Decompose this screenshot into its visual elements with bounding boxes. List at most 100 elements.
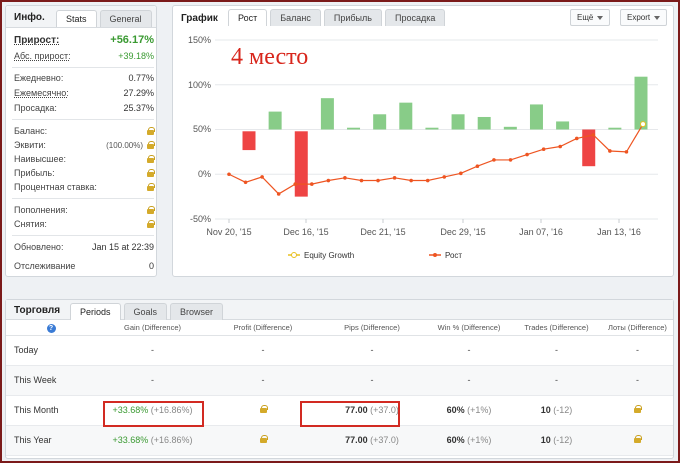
chart-legend: Equity Growth Рост — [288, 251, 462, 260]
growth-line-series — [227, 121, 646, 196]
pips-cell: - — [317, 365, 427, 396]
bar — [608, 127, 622, 130]
column-header[interactable]: Лоты (Difference) — [602, 321, 673, 336]
gain-value: +33.68% — [112, 405, 149, 415]
abs-gain-label[interactable]: Абс. прирост: — [14, 51, 71, 61]
x-tick-label: Nov 20, '15 — [206, 227, 251, 237]
x-tick-label: Jan 13, '16 — [597, 227, 641, 237]
bar — [556, 121, 570, 130]
growth-point — [608, 149, 612, 153]
monthly-label[interactable]: Ежемесячно: — [14, 88, 69, 98]
column-header[interactable]: Gain (Difference) — [96, 321, 209, 336]
tab-balance[interactable]: Баланс — [270, 9, 321, 26]
growth-point — [227, 172, 231, 177]
x-tick-label: Jan 07, '16 — [519, 227, 563, 237]
daily-label: Ежедневно: — [14, 73, 64, 83]
x-tick-label: Dec 29, '15 — [440, 227, 485, 237]
periods-table: ? Gain (Difference) Profit (Difference) … — [6, 321, 673, 456]
gain-cell: +33.68% (+16.86%) — [96, 395, 209, 426]
tab-browser[interactable]: Browser — [170, 303, 224, 320]
profit-cell: - — [209, 365, 317, 396]
bar — [294, 131, 308, 197]
legend-marker — [433, 253, 437, 257]
column-header[interactable]: Win % (Difference) — [427, 321, 511, 336]
trades-cell: 10 (-12) — [511, 425, 602, 456]
more-dropdown[interactable]: Ещё — [570, 9, 611, 26]
win-value: 60% — [446, 435, 465, 445]
profit-cell — [209, 425, 317, 456]
table-header-row: ? Gain (Difference) Profit (Difference) … — [6, 321, 673, 336]
win-cell: - — [427, 335, 511, 366]
pips-cell: 77.00 (+37.0) — [317, 395, 427, 426]
lock-icon — [147, 141, 155, 149]
column-header[interactable]: Trades (Difference) — [511, 321, 602, 336]
bar — [242, 131, 256, 151]
updated-value: Jan 15 at 22:39 — [91, 242, 154, 252]
tab-periods[interactable]: Periods — [70, 303, 121, 320]
tab-goals[interactable]: Goals — [123, 303, 168, 320]
y-axis: 150% 100% 50% 0% -50% — [188, 35, 211, 224]
bar — [529, 104, 543, 130]
win-diff: (+1%) — [467, 405, 492, 415]
help-icon[interactable]: ? — [46, 323, 56, 333]
trading-tabs: Periods Goals Browser — [70, 303, 224, 320]
abs-gain-row: Абс. прирост: +39.18% — [14, 51, 154, 61]
growth-point — [359, 178, 364, 183]
profit-label: Прибыль: — [14, 168, 55, 178]
gain-cell: - — [96, 335, 209, 366]
daily-row: Ежедневно: 0.77% — [14, 73, 154, 83]
lock-icon — [147, 220, 155, 228]
bar — [634, 76, 648, 130]
growth-point — [425, 178, 430, 183]
gain-diff: (+16.86%) — [150, 435, 193, 445]
bar — [582, 129, 596, 167]
growth-point — [442, 175, 447, 179]
period-name: This Month — [6, 395, 96, 426]
drawdown-value: 25.37% — [123, 103, 154, 113]
updated-row: Обновлено: Jan 15 at 22:39 — [14, 242, 154, 252]
monthly-row: Ежемесячно: 27.29% — [14, 88, 154, 98]
gain-diff: (+16.86%) — [150, 405, 193, 415]
x-tick-label: Dec 21, '15 — [360, 227, 405, 237]
lots-cell: - — [602, 335, 673, 366]
tab-general[interactable]: General — [99, 10, 152, 27]
y-tick-label: 150% — [188, 35, 211, 45]
growth-point — [260, 175, 264, 179]
deposits-row: Пополнения: — [14, 205, 155, 215]
withdrawals-label: Снятия: — [14, 219, 47, 229]
legend-item-growth[interactable]: Рост — [429, 251, 462, 260]
legend-label: Рост — [445, 251, 462, 260]
y-tick-label: 100% — [188, 80, 211, 90]
legend-item-equity[interactable]: Equity Growth — [288, 251, 354, 260]
trades-cell: - — [511, 365, 602, 396]
lock-icon — [634, 435, 642, 443]
tab-stats[interactable]: Stats — [56, 10, 97, 27]
export-dropdown[interactable]: Export — [620, 9, 668, 26]
profit-cell — [209, 395, 317, 426]
divider — [12, 67, 154, 68]
trades-value: 10 — [540, 435, 551, 445]
tracking-row: Отслеживание 0 — [14, 261, 154, 271]
growth-point — [293, 182, 298, 186]
win-cell: 60% (+1%) — [427, 425, 511, 456]
period-name: Today — [6, 335, 96, 366]
growth-point — [591, 133, 596, 137]
period-name: This Year — [6, 425, 96, 456]
tab-growth[interactable]: Рост — [228, 9, 268, 26]
lots-cell: - — [602, 365, 673, 396]
highest-label: Наивысшее: — [14, 154, 67, 164]
gain-label[interactable]: Прирост: — [14, 34, 60, 46]
tab-profit[interactable]: Прибыль — [323, 9, 382, 26]
balance-label: Баланс: — [14, 126, 48, 136]
trades-value: 10 — [540, 405, 551, 415]
chart-header: График Рост Баланс Прибыль Просадка Ещё … — [173, 6, 673, 30]
trades-diff: (-12) — [553, 405, 573, 415]
tab-drawdown[interactable]: Просадка — [384, 9, 446, 26]
interest-label: Процентная ставка: — [14, 182, 97, 192]
equity-row: Эквити: (100.00%) — [14, 140, 155, 150]
info-tabs: Stats General — [56, 10, 152, 27]
column-header[interactable]: Profit (Difference) — [209, 321, 317, 336]
column-header[interactable]: Pips (Difference) — [317, 321, 427, 336]
gain-cell: - — [96, 365, 209, 396]
equity-label: Эквити: — [14, 140, 46, 150]
